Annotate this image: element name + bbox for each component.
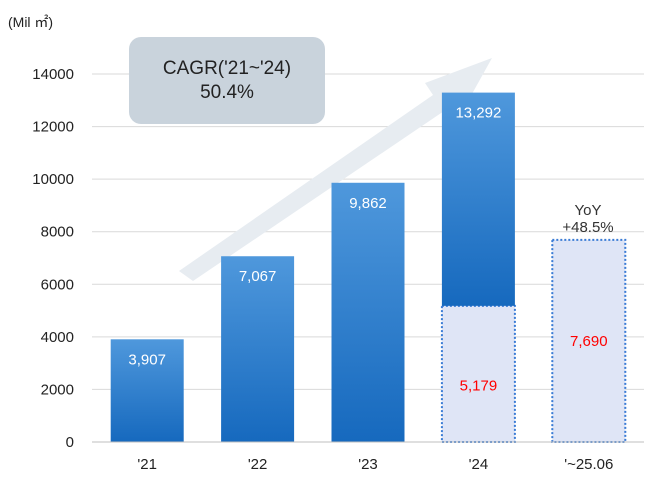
cagr-title: CAGR('21~'24) (163, 58, 291, 79)
bar (221, 256, 295, 442)
y-tick-label: 2000 (41, 381, 74, 398)
bar (331, 182, 405, 443)
bar-segment-dotted (440, 304, 516, 443)
y-tick-label: 14000 (32, 66, 74, 83)
data-label-highlight: 5,179 (460, 378, 498, 395)
trend-arrow-icon (179, 58, 492, 281)
x-tick-label: '23 (358, 456, 378, 473)
y-tick-label: 10000 (32, 171, 74, 188)
yoy-value: +48.5% (562, 219, 613, 236)
y-tick-label: 6000 (41, 276, 74, 293)
x-tick-label: '22 (248, 456, 268, 473)
y-tick-label: 8000 (41, 224, 74, 241)
x-tick-label: '~25.06 (564, 456, 613, 473)
data-label: 7,067 (239, 268, 277, 285)
y-tick-label: 12000 (32, 119, 74, 136)
data-label: 9,862 (349, 195, 387, 212)
y-axis: 0 2000 4000 6000 8000 10000 12000 14000 (32, 66, 74, 451)
bars: 3,907 7,067 9,862 13,292 5,179 7,690 (110, 92, 627, 443)
x-tick-label: '21 (137, 456, 157, 473)
yoy-title: YoY (575, 202, 602, 219)
y-tick-label: 4000 (41, 329, 74, 346)
x-tick-label: '24 (469, 456, 489, 473)
cagr-value: 50.4% (200, 82, 254, 103)
x-axis: '21 '22 '23 '24 '~25.06 (137, 456, 613, 473)
bar-segment-dotted (551, 238, 627, 443)
bar (441, 92, 515, 306)
data-label: 13,292 (455, 105, 501, 122)
data-label-highlight: 7,690 (570, 333, 608, 350)
y-tick-label: 0 (66, 434, 74, 451)
unit-label: (Mil ㎡) (8, 14, 53, 30)
cagr-box (129, 37, 325, 124)
data-label: 3,907 (128, 351, 166, 368)
bar (110, 339, 184, 442)
